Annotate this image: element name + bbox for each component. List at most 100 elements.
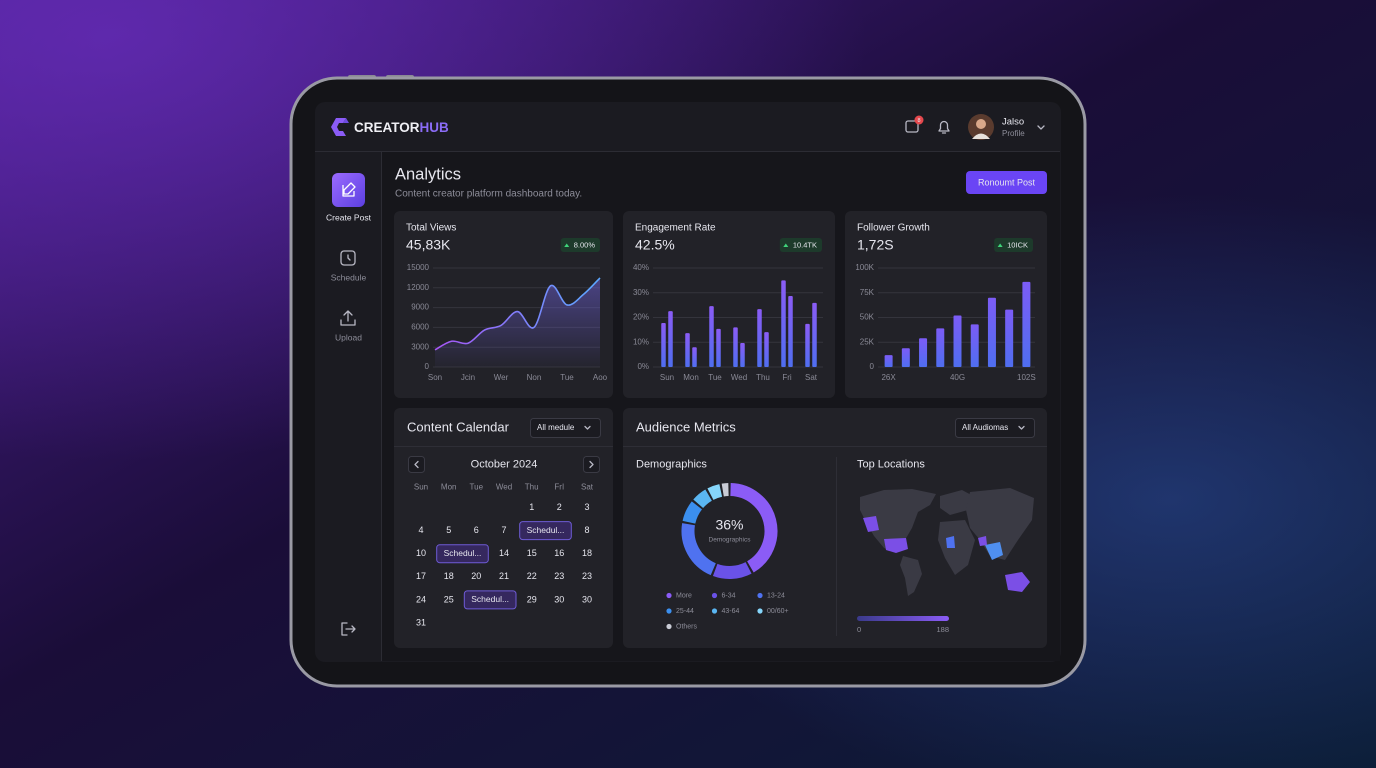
- up-arrow: [997, 243, 1003, 247]
- y-tick-label: 10%: [633, 337, 649, 346]
- day-number[interactable]: 31: [416, 617, 426, 627]
- card-title: Follower Growth: [857, 223, 930, 234]
- scheduled-event[interactable]: Schedul...: [519, 521, 572, 541]
- day-number[interactable]: 5: [446, 525, 451, 535]
- weekday-label: Thu: [525, 483, 539, 492]
- prev-month[interactable]: [408, 456, 425, 473]
- page-title: Analytics: [395, 165, 461, 183]
- x-tick-label: Wed: [731, 373, 747, 382]
- dropdown-label: All Audiomas: [962, 423, 1008, 432]
- x-tick-label: Tue: [560, 373, 574, 382]
- next-month[interactable]: [583, 456, 600, 473]
- event-label: Schedul...: [444, 548, 482, 558]
- y-tick-label: 50K: [860, 313, 875, 322]
- day-number[interactable]: 16: [554, 548, 564, 558]
- legend-swatch: [757, 592, 763, 599]
- x-tick-label: Son: [428, 373, 442, 382]
- day-number[interactable]: 2: [557, 502, 562, 512]
- day-number[interactable]: 10: [416, 548, 426, 558]
- bar: [764, 332, 769, 367]
- y-tick-label: 20%: [633, 313, 649, 322]
- y-tick-label: 100K: [855, 263, 874, 272]
- new-post-button[interactable]: Ronoumt Post: [966, 171, 1047, 194]
- donut-segment: [693, 489, 713, 509]
- card-title: Engagement Rate: [635, 223, 716, 234]
- day-number[interactable]: 18: [444, 571, 454, 581]
- day-number[interactable]: 21: [499, 571, 509, 581]
- day-number[interactable]: 23: [582, 571, 592, 581]
- day-number[interactable]: 3: [584, 502, 589, 512]
- day-number[interactable]: 25: [444, 594, 454, 604]
- profile-menu[interactable]: Jalso Profile: [968, 114, 1045, 140]
- card-title: Total Views: [406, 223, 456, 234]
- change-badge: [779, 238, 822, 252]
- x-tick-label: Sun: [660, 373, 674, 382]
- day-number[interactable]: 1: [529, 502, 534, 512]
- y-tick-label: 12000: [407, 283, 430, 292]
- audience-filter[interactable]: All Audiomas: [955, 418, 1035, 438]
- nav-schedule[interactable]: Schedule: [331, 250, 367, 282]
- day-number[interactable]: 14: [499, 548, 509, 558]
- day-number[interactable]: 18: [582, 548, 592, 558]
- messages-button[interactable]: 8: [905, 115, 924, 133]
- nav-label: Schedule: [331, 272, 367, 282]
- legend-label: 00/60+: [767, 608, 789, 615]
- day-number[interactable]: 15: [527, 548, 537, 558]
- bell-button[interactable]: [938, 120, 950, 134]
- nav-upload[interactable]: Upload: [335, 310, 362, 342]
- donut-segment: [712, 561, 752, 579]
- bar: [970, 324, 979, 367]
- map-scale: [857, 616, 949, 621]
- legend-swatch: [666, 608, 672, 614]
- logo-mark: [331, 118, 346, 136]
- logout-button[interactable]: [341, 622, 356, 636]
- y-tick-label: 6000: [411, 323, 429, 332]
- y-tick-label: 40%: [633, 263, 649, 272]
- x-tick-label: 102S: [1017, 373, 1036, 382]
- message-icon: [905, 120, 919, 133]
- map-region: [860, 489, 936, 552]
- change-value: 10.4TK: [793, 240, 817, 249]
- logo[interactable]: [331, 118, 349, 136]
- day-number[interactable]: 17: [416, 571, 426, 581]
- weekday-label: Sat: [581, 483, 594, 492]
- x-tick-label: 26X: [881, 373, 896, 382]
- scheduled-event[interactable]: Schedul...: [436, 544, 489, 564]
- day-number[interactable]: 30: [554, 594, 564, 604]
- day-number[interactable]: 24: [416, 594, 426, 604]
- legend-swatch: [757, 608, 763, 614]
- nav-button: [332, 173, 365, 207]
- day-number[interactable]: 7: [501, 525, 506, 535]
- legend-label: More: [676, 592, 692, 599]
- legend-label: 13-24: [767, 592, 785, 599]
- day-number[interactable]: 23: [554, 571, 564, 581]
- nav-create-post[interactable]: Create Post: [326, 173, 372, 222]
- scheduled-event[interactable]: Schedul...: [463, 590, 517, 610]
- logo-mark: [343, 118, 349, 123]
- event-pill: [463, 590, 517, 610]
- bell-icon: [938, 120, 950, 134]
- chevron: [1018, 425, 1025, 430]
- day-number[interactable]: 29: [527, 594, 537, 604]
- audience-title: Audience Metrics: [636, 419, 736, 434]
- dropdown: [530, 418, 601, 438]
- day-number[interactable]: 20: [471, 571, 481, 581]
- change-badge: [994, 238, 1033, 252]
- chevron: [414, 460, 419, 469]
- day-number[interactable]: 30: [582, 594, 592, 604]
- bar: [757, 309, 762, 367]
- section-title: Top Locations: [857, 458, 925, 470]
- bar: [716, 328, 721, 367]
- chevron: [584, 425, 591, 430]
- day-number[interactable]: 8: [584, 525, 589, 535]
- x-tick-label: Sat: [805, 373, 818, 382]
- legend-label: 6-34: [722, 592, 736, 599]
- calendar-filter[interactable]: All medule: [530, 418, 601, 438]
- day-number[interactable]: 22: [527, 571, 537, 581]
- day-number[interactable]: 6: [474, 525, 479, 535]
- scale-max: 188: [936, 625, 949, 634]
- legend-swatch: [711, 592, 718, 599]
- day-number[interactable]: 4: [418, 525, 423, 535]
- x-tick-label: Tue: [708, 373, 722, 382]
